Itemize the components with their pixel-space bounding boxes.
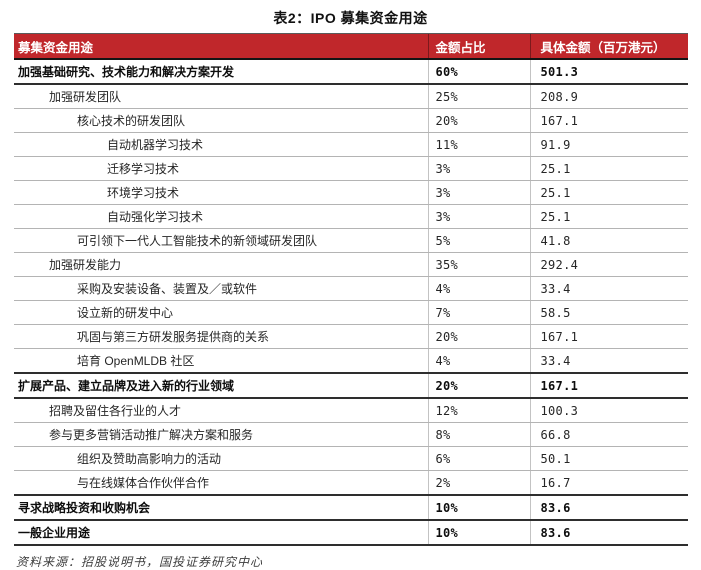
pct-cell: 11%: [427, 132, 530, 157]
pct-cell: 20%: [427, 324, 530, 349]
amount-cell: 25.1: [529, 180, 688, 205]
amount-cell: 292.4: [529, 252, 688, 277]
use-cell: 采购及安装设备、装置及／或软件: [14, 276, 428, 301]
use-cell: 自动机器学习技术: [14, 132, 428, 157]
amount-cell: 58.5: [529, 300, 688, 325]
header-use-of-proceeds: 募集资金用途: [14, 33, 428, 60]
pct-cell: 60%: [427, 58, 530, 85]
use-cell: 与在线媒体合作伙伴合作: [14, 470, 428, 496]
table-row: 组织及赞助高影响力的活动 6% 50.1: [14, 446, 688, 471]
table-row: 巩固与第三方研发服务提供商的关系 20% 167.1: [14, 324, 688, 349]
use-cell: 可引领下一代人工智能技术的新领域研发团队: [14, 228, 428, 253]
amount-cell: 33.4: [529, 348, 688, 374]
table-row: 加强基础研究、技术能力和解决方案开发 60% 501.3: [14, 58, 688, 85]
use-cell: 巩固与第三方研发服务提供商的关系: [14, 324, 428, 349]
use-cell: 加强基础研究、技术能力和解决方案开发: [14, 58, 428, 85]
amount-cell: 91.9: [529, 132, 688, 157]
use-cell: 加强研发能力: [14, 252, 428, 277]
amount-cell: 167.1: [529, 372, 688, 399]
amount-cell: 501.3: [529, 58, 688, 85]
amount-cell: 33.4: [529, 276, 688, 301]
use-cell: 迁移学习技术: [14, 156, 428, 181]
table-row: 与在线媒体合作伙伴合作 2% 16.7: [14, 470, 688, 496]
use-cell: 设立新的研发中心: [14, 300, 428, 325]
table-row: 扩展产品、建立品牌及进入新的行业领域 20% 167.1: [14, 372, 688, 399]
use-cell: 核心技术的研发团队: [14, 108, 428, 133]
pct-cell: 4%: [427, 276, 530, 301]
pct-cell: 3%: [427, 204, 530, 229]
pct-cell: 20%: [427, 372, 530, 399]
amount-cell: 167.1: [529, 324, 688, 349]
table-row: 可引领下一代人工智能技术的新领域研发团队 5% 41.8: [14, 228, 688, 253]
pct-cell: 10%: [427, 519, 530, 546]
table-row: 加强研发团队 25% 208.9: [14, 84, 688, 109]
use-cell: 自动强化学习技术: [14, 204, 428, 229]
pct-cell: 20%: [427, 108, 530, 133]
use-cell: 寻求战略投资和收购机会: [14, 494, 428, 521]
amount-cell: 167.1: [529, 108, 688, 133]
amount-cell: 83.6: [529, 519, 688, 546]
pct-cell: 4%: [427, 348, 530, 374]
use-cell: 参与更多营销活动推广解决方案和服务: [14, 422, 428, 447]
use-cell: 加强研发团队: [14, 84, 428, 109]
ipo-fund-use-table: 募集资金用途 金额占比 具体金额（百万港元） 加强基础研究、技术能力和解决方案开…: [14, 33, 688, 546]
pct-cell: 6%: [427, 446, 530, 471]
amount-cell: 66.8: [529, 422, 688, 447]
table-row: 一般企业用途 10% 83.6: [14, 519, 688, 546]
table-row: 招聘及留住各行业的人才 12% 100.3: [14, 398, 688, 423]
pct-cell: 3%: [427, 180, 530, 205]
table-row: 寻求战略投资和收购机会 10% 83.6: [14, 494, 688, 521]
page-title: 表2：IPO 募集资金用途: [273, 10, 428, 26]
table-row: 采购及安装设备、装置及／或软件 4% 33.4: [14, 276, 688, 301]
header-amount-percentage: 金额占比: [427, 33, 530, 60]
use-cell: 招聘及留住各行业的人才: [14, 398, 428, 423]
table-row: 环境学习技术 3% 25.1: [14, 180, 688, 205]
amount-cell: 16.7: [529, 470, 688, 496]
header-specific-amount: 具体金额（百万港元）: [529, 33, 688, 60]
use-cell: 组织及赞助高影响力的活动: [14, 446, 428, 471]
amount-cell: 25.1: [529, 156, 688, 181]
table-row: 核心技术的研发团队 20% 167.1: [14, 108, 688, 133]
amount-cell: 100.3: [529, 398, 688, 423]
amount-cell: 25.1: [529, 204, 688, 229]
table-row: 加强研发能力 35% 292.4: [14, 252, 688, 277]
table-row: 参与更多营销活动推广解决方案和服务 8% 66.8: [14, 422, 688, 447]
pct-cell: 35%: [427, 252, 530, 277]
table-row: 自动强化学习技术 3% 25.1: [14, 204, 688, 229]
use-cell: 环境学习技术: [14, 180, 428, 205]
pct-cell: 3%: [427, 156, 530, 181]
use-cell: 一般企业用途: [14, 519, 428, 546]
amount-cell: 41.8: [529, 228, 688, 253]
table-header-row: 募集资金用途 金额占比 具体金额（百万港元）: [14, 33, 688, 60]
pct-cell: 2%: [427, 470, 530, 496]
source-note: 资料来源：招股说明书，国投证券研究中心: [16, 555, 264, 569]
table-row: 自动机器学习技术 11% 91.9: [14, 132, 688, 157]
use-cell: 培育 OpenMLDB 社区: [14, 348, 428, 374]
pct-cell: 7%: [427, 300, 530, 325]
pct-cell: 10%: [427, 494, 530, 521]
pct-cell: 5%: [427, 228, 530, 253]
pct-cell: 25%: [427, 84, 530, 109]
table-row: 迁移学习技术 3% 25.1: [14, 156, 688, 181]
pct-cell: 12%: [427, 398, 530, 423]
table-row: 设立新的研发中心 7% 58.5: [14, 300, 688, 325]
table-row: 培育 OpenMLDB 社区 4% 33.4: [14, 348, 688, 374]
pct-cell: 8%: [427, 422, 530, 447]
amount-cell: 83.6: [529, 494, 688, 521]
amount-cell: 208.9: [529, 84, 688, 109]
use-cell: 扩展产品、建立品牌及进入新的行业领域: [14, 372, 428, 399]
amount-cell: 50.1: [529, 446, 688, 471]
